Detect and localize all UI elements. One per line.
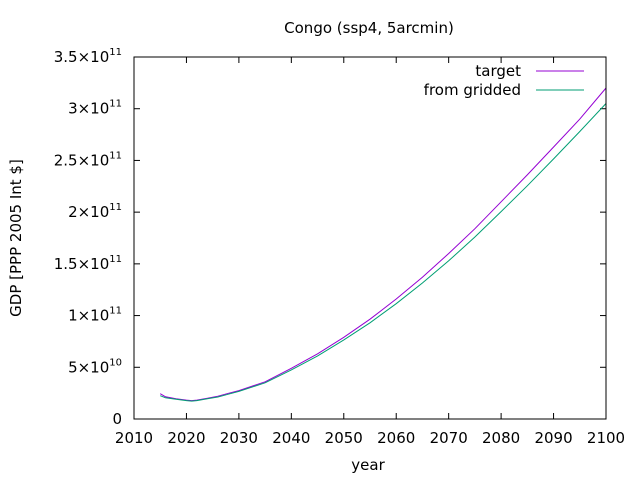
x-tick-label: 2010 — [115, 429, 153, 447]
x-tick-label: 2100 — [587, 429, 625, 447]
y-tick-mantissa: 1×10 — [68, 307, 109, 325]
series-line-2 — [160, 103, 607, 402]
y-tick-mantissa: 2×10 — [68, 203, 109, 221]
y-tick-exponent: 11 — [109, 47, 122, 58]
y-tick-mantissa: 5×10 — [68, 358, 109, 376]
x-tick-label: 2060 — [377, 429, 415, 447]
y-tick-label: 0 — [112, 410, 122, 428]
axis-ticks: 2010 2020 2030 2040 2050 2060 2070 2080 2090 2100… — [54, 47, 625, 447]
y-tick-mantissa: 2.5×10 — [54, 151, 110, 169]
plot-frame — [133, 56, 607, 420]
y-tick-mantissa: 0 — [112, 410, 122, 428]
x-tick-label: 2090 — [534, 429, 572, 447]
y-tick-mantissa: 3.5×10 — [54, 48, 110, 66]
y-tick-exponent: 11 — [109, 306, 122, 317]
x-tick-label: 2050 — [325, 429, 363, 447]
chart-title: Congo (ssp4, 5arcmin) — [284, 19, 454, 37]
y-tick-exponent: 11 — [109, 99, 122, 110]
y-tick-exponent: 10 — [109, 357, 122, 368]
y-tick-mantissa: 3×10 — [68, 100, 109, 118]
y-tick-label: 1.5×1011 — [54, 254, 122, 273]
legend-label: target — [475, 62, 521, 80]
y-tick-label: 3×1011 — [68, 99, 122, 118]
y-tick-exponent: 11 — [109, 202, 122, 213]
y-tick-label: 5×1010 — [68, 357, 122, 376]
x-tick-label: 2080 — [482, 429, 520, 447]
x-tick-label: 2030 — [220, 429, 258, 447]
series-line-1 — [159, 87, 607, 402]
legend-label: from gridded — [424, 81, 521, 99]
x-tick-label: 2070 — [430, 429, 468, 447]
y-tick-mantissa: 1.5×10 — [54, 255, 110, 273]
series-lines — [159, 87, 607, 402]
y-tick-label: 2.5×1011 — [54, 150, 122, 169]
x-axis-label: year — [351, 456, 385, 474]
x-tick-label: 2020 — [167, 429, 205, 447]
y-tick-exponent: 11 — [109, 254, 122, 265]
y-tick-label: 3.5×1011 — [54, 47, 122, 66]
y-tick-label: 2×1011 — [68, 202, 122, 221]
y-tick-label: 1×1011 — [68, 306, 122, 325]
y-axis-label: GDP [PPP 2005 Int $] — [7, 159, 25, 317]
x-tick-label: 2040 — [272, 429, 310, 447]
y-tick-exponent: 11 — [109, 150, 122, 161]
